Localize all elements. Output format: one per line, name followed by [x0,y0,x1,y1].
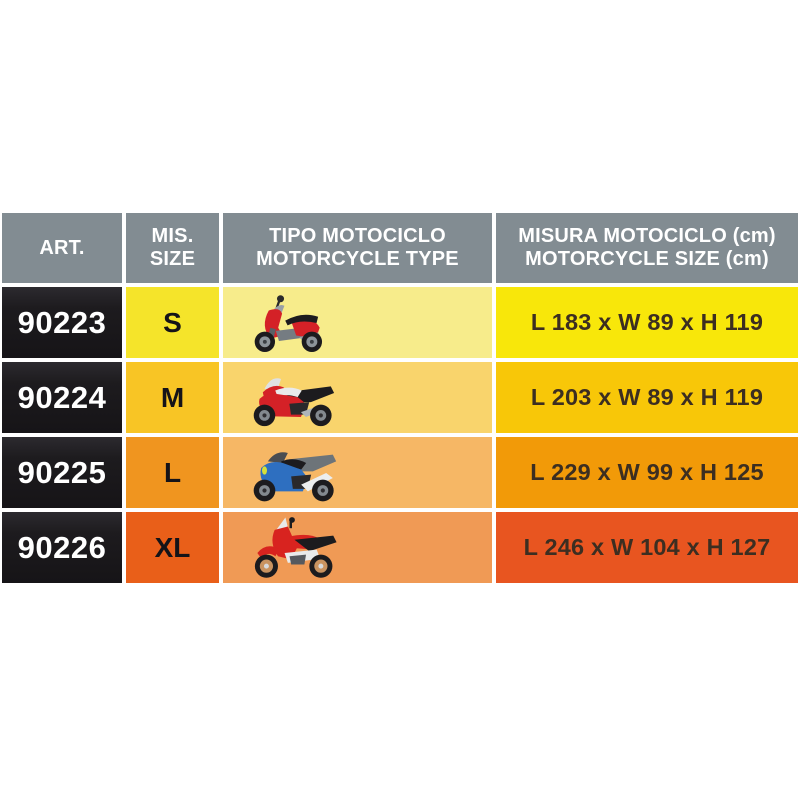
measure-cell-row-l: L 229 x W 99 x H 125 [496,437,798,508]
size-letter: M [160,381,185,413]
header-type-label-line2: MOTORCYCLE TYPE [256,248,459,270]
art-cell-row-l: 90225 [2,437,122,508]
header-size-label-line2: SIZE [149,248,196,270]
type-cell-row-xl [223,512,492,583]
art-number: 90224 [17,379,107,415]
art-cell-row-m: 90224 [2,362,122,433]
scooter-icon [239,293,333,353]
header-measure-label-line1: MISURA MOTOCICLO (cm) [518,225,776,248]
header-art: ART. [2,213,122,283]
art-cell-row-xl: 90226 [2,512,122,583]
header-measure-label-line2: MOTORCYCLE SIZE (cm) [525,248,769,270]
measure-cell-row-xl: L 246 x W 104 x H 127 [496,512,798,583]
header-size: MIS. SIZE [126,213,219,283]
size-cell-row-s: S [126,287,219,358]
measure-value: L 246 x W 104 x H 127 [523,534,771,560]
art-cell-row-s: 90223 [2,287,122,358]
header-type-label-line1: TIPO MOTOCICLO [269,225,446,248]
header-size-label-line1: MIS. [151,225,194,248]
type-cell-row-l [223,437,492,508]
size-letter: S [163,306,182,338]
size-cell-row-l: L [126,437,219,508]
measure-value: L 183 x W 89 x H 119 [530,309,764,335]
art-number: 90223 [17,304,107,340]
measure-value: L 203 x W 89 x H 119 [530,384,764,410]
size-cell-row-m: M [126,362,219,433]
art-number: 90225 [17,454,107,490]
motorcycle-cover-size-table: ART. MIS. SIZE TIPO MOTOCICLO MOTORCYCLE… [2,213,798,583]
header-art-label: ART. [39,236,85,259]
art-number: 90226 [17,529,107,565]
type-cell-row-s [223,287,492,358]
type-cell-row-m [223,362,492,433]
sport-bike-blue-icon [239,443,345,503]
sport-bike-red-icon [239,369,343,427]
size-cell-row-xl: XL [126,512,219,583]
measure-cell-row-m: L 203 x W 89 x H 119 [496,362,798,433]
measure-cell-row-s: L 183 x W 89 x H 119 [496,287,798,358]
size-letter: L [163,456,182,488]
header-measure: MISURA MOTOCICLO (cm) MOTORCYCLE SIZE (c… [496,213,798,283]
size-letter: XL [154,531,191,563]
adventure-bike-icon [239,515,345,581]
measure-value: L 229 x W 99 x H 125 [530,459,764,485]
header-type: TIPO MOTOCICLO MOTORCYCLE TYPE [223,213,492,283]
